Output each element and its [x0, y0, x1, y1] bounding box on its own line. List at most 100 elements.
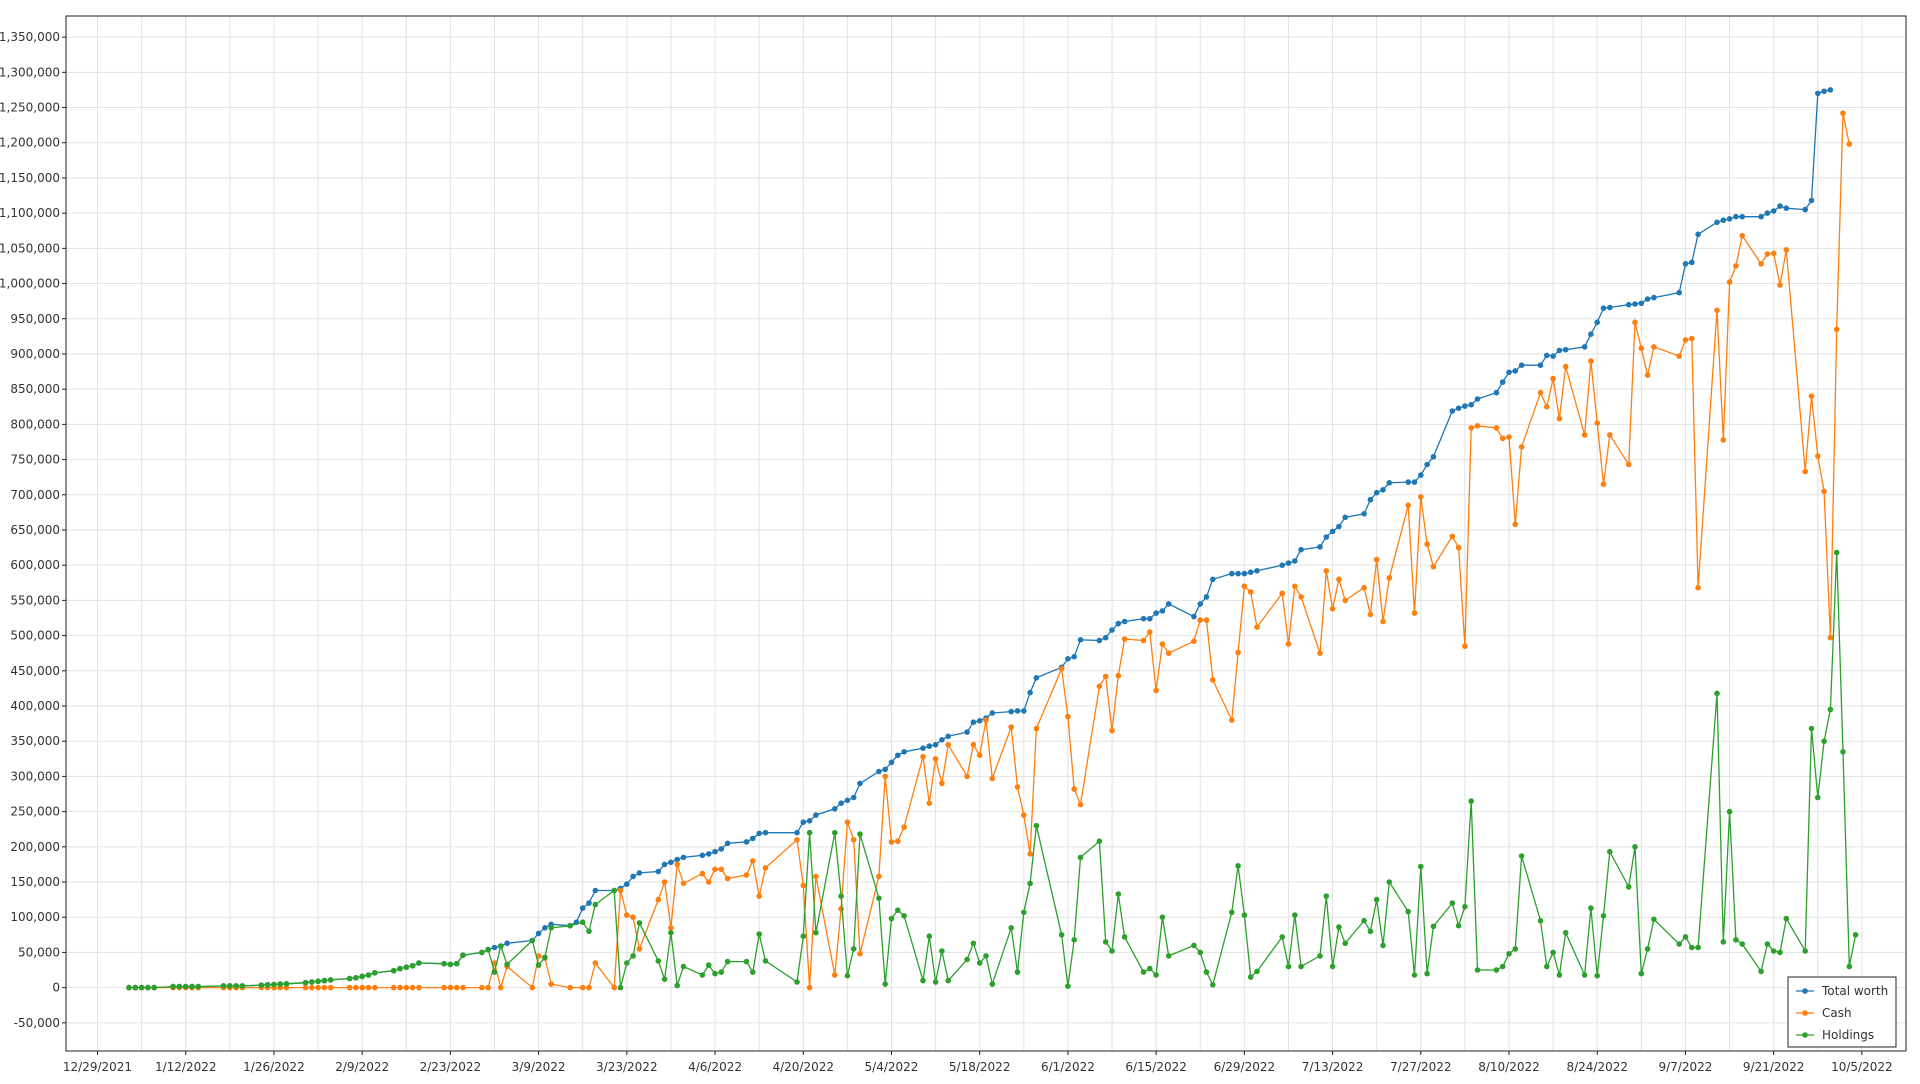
x-tick-label: 1/26/2022: [243, 1060, 305, 1074]
y-tick-label: 100,000: [10, 910, 60, 924]
data-point-cash: [1235, 649, 1241, 656]
data-point-cash: [409, 984, 416, 991]
data-point-cash: [1518, 444, 1525, 450]
data-point-holdings: [220, 983, 227, 989]
data-point-holdings: [309, 979, 315, 985]
data-point-cash: [850, 837, 857, 843]
data-point-total-worth: [1292, 558, 1298, 564]
data-point-total-worth: [1254, 568, 1260, 574]
data-point-total-worth: [838, 800, 844, 806]
data-point-holdings: [1726, 808, 1733, 815]
data-point-holdings: [989, 981, 996, 987]
data-point-cash: [1418, 494, 1424, 500]
data-point-holdings: [674, 982, 680, 989]
data-point-cash: [1229, 717, 1235, 723]
data-point-holdings: [145, 984, 151, 991]
data-point-holdings: [832, 829, 838, 836]
data-point-cash: [945, 741, 951, 748]
data-point-cash: [1027, 851, 1033, 857]
x-tick-label: 5/18/2022: [949, 1060, 1011, 1074]
data-point-total-worth: [1682, 261, 1689, 267]
legend-label: Total worth: [1821, 984, 1888, 998]
data-point-cash: [1764, 251, 1771, 257]
data-point-holdings: [1770, 948, 1777, 954]
data-point-holdings: [283, 981, 290, 987]
data-point-holdings: [1556, 972, 1563, 978]
data-point-holdings: [1027, 880, 1033, 887]
data-point-holdings: [1632, 844, 1638, 850]
data-point-holdings: [724, 958, 731, 965]
data-point-holdings: [1342, 940, 1348, 947]
data-point-total-worth: [888, 759, 895, 766]
data-point-total-worth: [1411, 479, 1418, 485]
y-tick-label: 850,000: [10, 382, 60, 396]
data-point-total-worth: [1033, 675, 1040, 681]
data-point-cash: [1607, 432, 1613, 438]
data-point-holdings: [712, 970, 718, 977]
data-point-holdings: [668, 929, 674, 936]
y-tick-label: 350,000: [10, 734, 60, 748]
data-point-holdings: [655, 958, 662, 964]
data-point-total-worth: [1298, 546, 1304, 553]
data-point-holdings: [983, 953, 989, 959]
x-tick-label: 3/23/2022: [596, 1060, 658, 1074]
y-tick-label: 300,000: [10, 769, 60, 783]
data-point-cash: [1537, 389, 1544, 396]
data-point-holdings: [1008, 925, 1014, 931]
data-point-total-worth: [1405, 479, 1411, 485]
data-point-cash: [750, 858, 756, 864]
data-point-total-worth: [661, 861, 668, 868]
data-point-cash: [321, 984, 328, 991]
y-tick-label: 250,000: [10, 805, 60, 819]
data-point-cash: [353, 984, 359, 991]
data-point-holdings: [1197, 949, 1203, 956]
data-point-holdings: [227, 983, 233, 989]
data-point-cash: [1562, 363, 1569, 370]
data-point-holdings: [479, 949, 485, 956]
data-point-cash: [1468, 425, 1474, 431]
data-point-cash: [926, 800, 933, 806]
data-point-total-worth: [1373, 489, 1380, 496]
data-point-total-worth: [1455, 405, 1462, 412]
data-point-holdings: [1689, 944, 1695, 951]
data-point-total-worth: [1014, 708, 1021, 714]
data-point-cash: [1556, 415, 1563, 422]
data-point-holdings: [1815, 794, 1821, 801]
data-point-cash: [1726, 279, 1733, 285]
data-point-cash: [1159, 641, 1166, 647]
data-point-holdings: [1336, 924, 1342, 930]
data-point-cash: [309, 984, 315, 991]
data-point-holdings: [403, 964, 410, 970]
data-point-cash: [460, 984, 466, 991]
data-point-cash: [1405, 502, 1411, 509]
data-point-cash: [485, 984, 492, 991]
data-point-cash: [390, 984, 397, 991]
data-point-cash: [1279, 590, 1285, 597]
y-tick-label: 800,000: [10, 417, 60, 431]
data-point-cash: [636, 946, 643, 952]
data-point-total-worth: [586, 900, 592, 906]
y-tick-label: 1,150,000: [0, 171, 60, 185]
data-point-cash: [1846, 141, 1853, 147]
data-point-holdings: [1638, 970, 1645, 977]
data-point-cash: [718, 866, 725, 873]
data-point-total-worth: [630, 873, 636, 880]
data-point-cash: [586, 984, 592, 991]
data-point-holdings: [976, 960, 983, 966]
data-point-holdings: [844, 972, 851, 979]
series-holdings: [126, 549, 1859, 991]
data-point-cash: [989, 775, 996, 782]
data-point-total-worth: [800, 819, 807, 825]
data-point-total-worth: [712, 848, 718, 855]
data-point-holdings: [485, 946, 492, 953]
data-point-cash: [668, 925, 674, 931]
data-point-holdings: [277, 981, 284, 987]
data-point-cash: [302, 984, 309, 991]
legend-swatch-marker: [1802, 1010, 1808, 1016]
data-point-cash: [365, 984, 372, 991]
data-point-total-worth: [920, 745, 926, 751]
data-point-cash: [1109, 727, 1115, 734]
data-point-holdings: [1102, 939, 1109, 945]
data-point-cash: [1758, 261, 1764, 267]
y-tick-label: 150,000: [10, 875, 60, 889]
